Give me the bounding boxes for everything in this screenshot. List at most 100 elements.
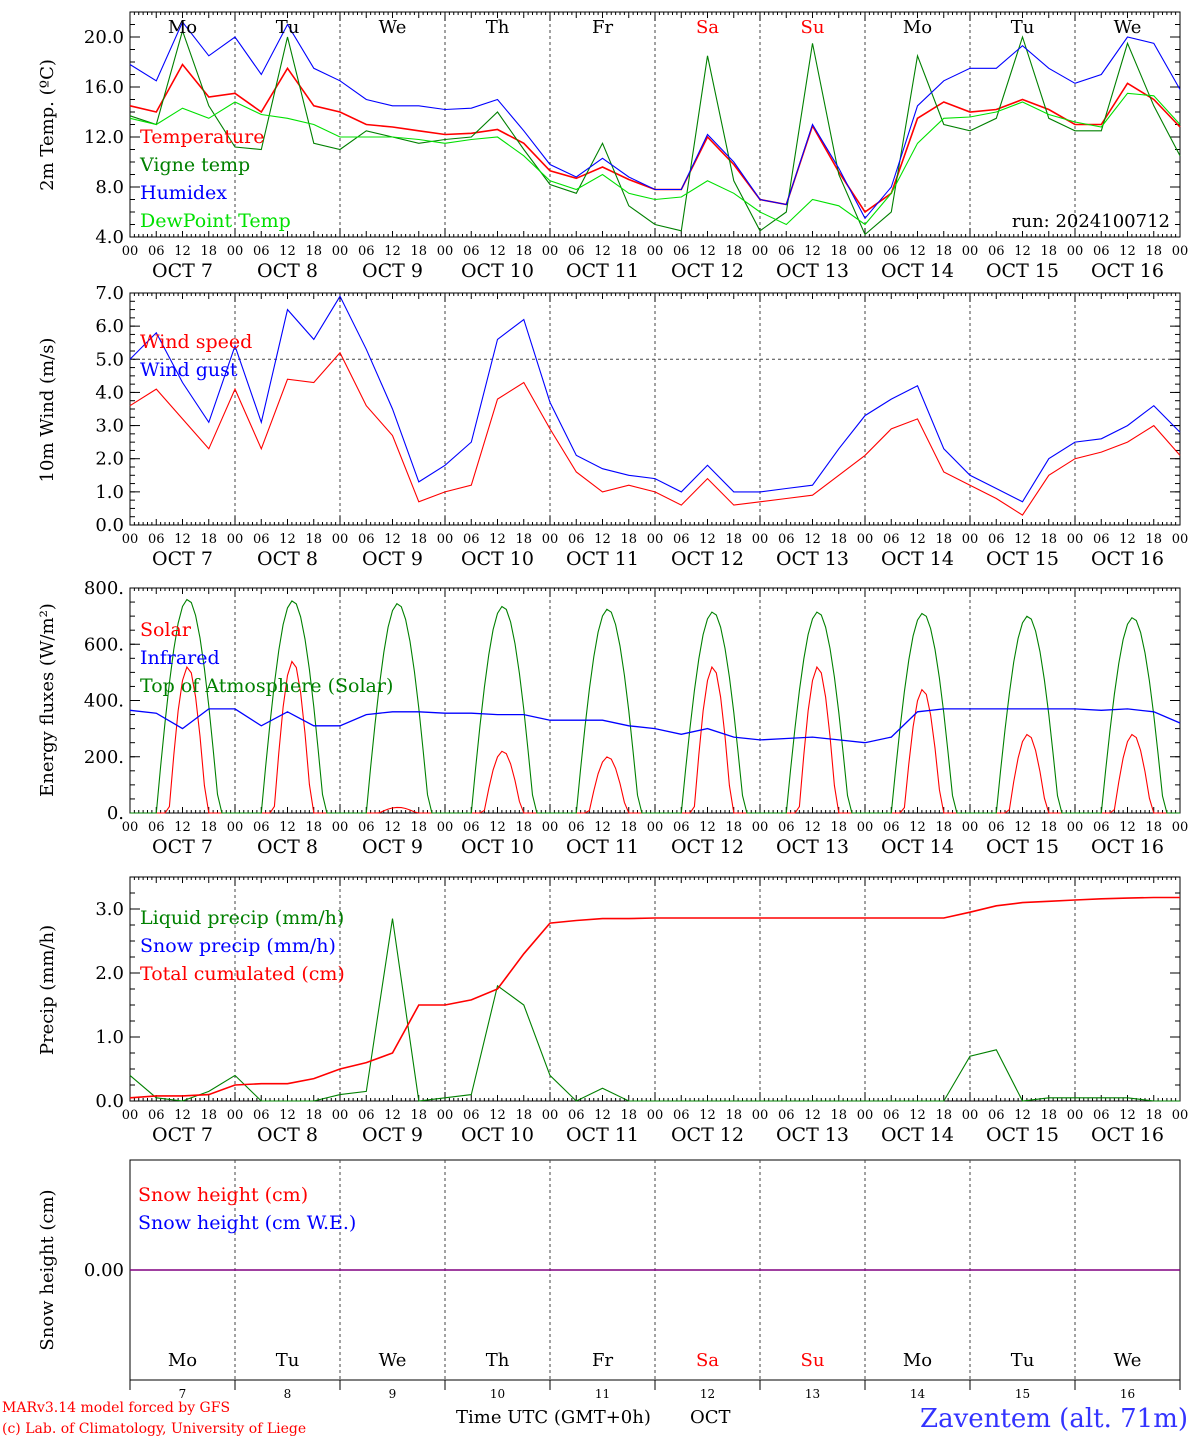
day-name: Th: [486, 1350, 510, 1371]
hour-tick-label: 12: [804, 244, 821, 259]
date-tick-label: OCT 9: [362, 260, 423, 282]
day-name: We: [1114, 1350, 1142, 1371]
hour-tick-label: 00: [1172, 244, 1189, 259]
hour-tick-label: 06: [253, 1108, 270, 1123]
day-number: 14: [910, 1387, 926, 1401]
hour-tick-label: 06: [148, 532, 165, 547]
series-line: [129, 92, 1181, 226]
legend-entry: Vigne temp: [139, 154, 250, 176]
y-tick-label: 200.: [84, 747, 124, 768]
panel-1: 2m Temp. (ºC) 00 06 12 18 00 06 12 18 00 06 12 18 00 0…: [37, 11, 1189, 282]
date-tick-label: OCT 13: [776, 260, 849, 282]
hour-tick-label: 00: [227, 532, 244, 547]
y-tick-label: 12.0: [84, 127, 124, 148]
y-tick-label: 0.: [107, 803, 124, 824]
hour-tick-label: 06: [1093, 820, 1110, 835]
hour-tick-label: 06: [148, 820, 165, 835]
day-number: 16: [1120, 1387, 1135, 1401]
date-tick-label: OCT 8: [257, 1124, 318, 1146]
hour-tick-label: 06: [1093, 1108, 1110, 1123]
day-number: 13: [805, 1387, 820, 1401]
hour-tick-label: 12: [1119, 820, 1136, 835]
legend-entry: Infrared: [140, 647, 220, 669]
series-line: [129, 28, 1181, 236]
series-line: [129, 896, 1180, 1099]
panel-frame: [129, 587, 1181, 814]
hour-tick-label: 18: [725, 1108, 742, 1123]
hour-tick-label: 00: [332, 1108, 349, 1123]
hour-tick-label: 06: [988, 820, 1005, 835]
y-tick-label: 8.0: [95, 177, 124, 198]
hour-tick-label: 06: [358, 1108, 375, 1123]
hour-tick-label: 12: [384, 1108, 401, 1123]
run-label: run: 2024100712: [1012, 211, 1170, 232]
hour-tick-label: 00: [962, 532, 979, 547]
day-name: We: [379, 1350, 407, 1371]
hour-tick-label: 18: [725, 820, 742, 835]
hour-tick-label: 06: [673, 532, 690, 547]
hour-tick-label: 18: [515, 532, 532, 547]
day-number: 12: [700, 1387, 715, 1401]
day-number: 10: [490, 1387, 505, 1401]
hour-tick-label: 00: [122, 820, 139, 835]
hour-tick-label: 06: [463, 244, 480, 259]
day-name: Tu: [276, 1350, 300, 1371]
date-tick-label: OCT 11: [566, 260, 639, 282]
hour-tick-label: 12: [1119, 244, 1136, 259]
hour-tick-label: 12: [594, 820, 611, 835]
date-tick-label: OCT 9: [362, 836, 423, 858]
hour-tick-label: 18: [200, 1108, 217, 1123]
hour-tick-label: 06: [253, 532, 270, 547]
hour-tick-label: 12: [174, 532, 191, 547]
date-tick-label: OCT 8: [257, 836, 318, 858]
y-tick-label: 16.0: [84, 77, 124, 98]
hour-tick-label: 12: [594, 1108, 611, 1123]
hour-tick-label: 18: [830, 244, 847, 259]
series-line: [129, 295, 1181, 503]
y-tick-label: 20.0: [84, 27, 124, 48]
legend-entry: Total cumulated (cm): [140, 963, 345, 985]
panel-4: Precip (mm/h)00 06 12 18 00 06 12 18 00 06 12 18 00 0…: [37, 876, 1188, 1146]
hour-tick-label: 18: [200, 244, 217, 259]
day-name: Fr: [592, 1350, 613, 1371]
y-tick-label: 0.0: [95, 1091, 124, 1112]
hour-tick-label: 18: [515, 244, 532, 259]
day-name: Su: [801, 17, 825, 38]
hour-tick-label: 06: [883, 1108, 900, 1123]
hour-tick-label: 00: [227, 244, 244, 259]
hour-tick-label: 12: [279, 1108, 296, 1123]
hour-tick-label: 18: [1040, 1108, 1057, 1123]
hour-tick-label: 06: [463, 1108, 480, 1123]
legend-entry: Snow height (cm W.E.): [138, 1212, 356, 1234]
hour-tick-label: 12: [1119, 1108, 1136, 1123]
hour-tick-label: 18: [515, 1108, 532, 1123]
hour-tick-label: 00: [332, 532, 349, 547]
legend-entry: Wind gust: [140, 359, 238, 381]
date-tick-label: OCT 14: [881, 1124, 954, 1146]
day-name: Fr: [592, 17, 613, 38]
hour-tick-label: 06: [358, 244, 375, 259]
hour-tick-label: 00: [1172, 532, 1189, 547]
hour-tick-label: 00: [857, 532, 874, 547]
day-name: Tu: [276, 17, 300, 38]
date-tick-label: OCT 11: [566, 836, 639, 858]
hour-tick-label: 18: [935, 1108, 952, 1123]
day-name: Mo: [903, 17, 932, 38]
date-tick-label: OCT 7: [152, 836, 213, 858]
legend-entry: Solar: [140, 619, 192, 641]
series-line: [129, 918, 1180, 1102]
day-name: We: [379, 17, 407, 38]
hour-tick-label: 12: [909, 820, 926, 835]
hour-tick-label: 12: [699, 820, 716, 835]
hour-tick-label: 06: [568, 532, 585, 547]
hour-tick-label: 12: [489, 1108, 506, 1123]
legend-entry: Liquid precip (mm/h): [140, 907, 344, 929]
hour-tick-label: 00: [437, 820, 454, 835]
hour-tick-label: 18: [725, 244, 742, 259]
hour-tick-label: 18: [725, 532, 742, 547]
date-tick-label: OCT 10: [461, 836, 534, 858]
day-name: We: [1114, 17, 1142, 38]
y-tick-label: 800.: [84, 578, 124, 599]
day-name: Sa: [696, 17, 719, 38]
y-tick-label: 1.0: [95, 1027, 124, 1048]
